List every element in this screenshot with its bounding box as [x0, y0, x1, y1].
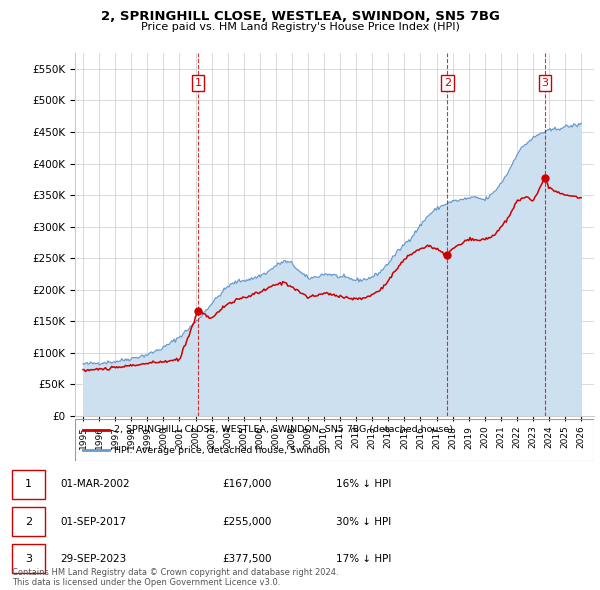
Text: £167,000: £167,000 [222, 480, 271, 489]
Text: 2: 2 [443, 78, 451, 88]
Text: 16% ↓ HPI: 16% ↓ HPI [336, 480, 391, 489]
Text: 2, SPRINGHILL CLOSE, WESTLEA, SWINDON, SN5 7BG (detached house): 2, SPRINGHILL CLOSE, WESTLEA, SWINDON, S… [114, 425, 453, 434]
Text: 3: 3 [25, 554, 32, 563]
Text: 3: 3 [541, 78, 548, 88]
Text: HPI: Average price, detached house, Swindon: HPI: Average price, detached house, Swin… [114, 446, 330, 455]
Text: £255,000: £255,000 [222, 517, 271, 526]
Text: 01-SEP-2017: 01-SEP-2017 [60, 517, 126, 526]
Text: 1: 1 [194, 78, 202, 88]
Text: 01-MAR-2002: 01-MAR-2002 [60, 480, 130, 489]
Text: 29-SEP-2023: 29-SEP-2023 [60, 554, 126, 563]
Text: Contains HM Land Registry data © Crown copyright and database right 2024.
This d: Contains HM Land Registry data © Crown c… [12, 568, 338, 587]
Text: Price paid vs. HM Land Registry's House Price Index (HPI): Price paid vs. HM Land Registry's House … [140, 22, 460, 32]
Text: 2: 2 [25, 517, 32, 526]
Text: £377,500: £377,500 [222, 554, 271, 563]
Text: 17% ↓ HPI: 17% ↓ HPI [336, 554, 391, 563]
Text: 1: 1 [25, 480, 32, 489]
Text: 30% ↓ HPI: 30% ↓ HPI [336, 517, 391, 526]
Text: 2, SPRINGHILL CLOSE, WESTLEA, SWINDON, SN5 7BG: 2, SPRINGHILL CLOSE, WESTLEA, SWINDON, S… [101, 10, 499, 23]
